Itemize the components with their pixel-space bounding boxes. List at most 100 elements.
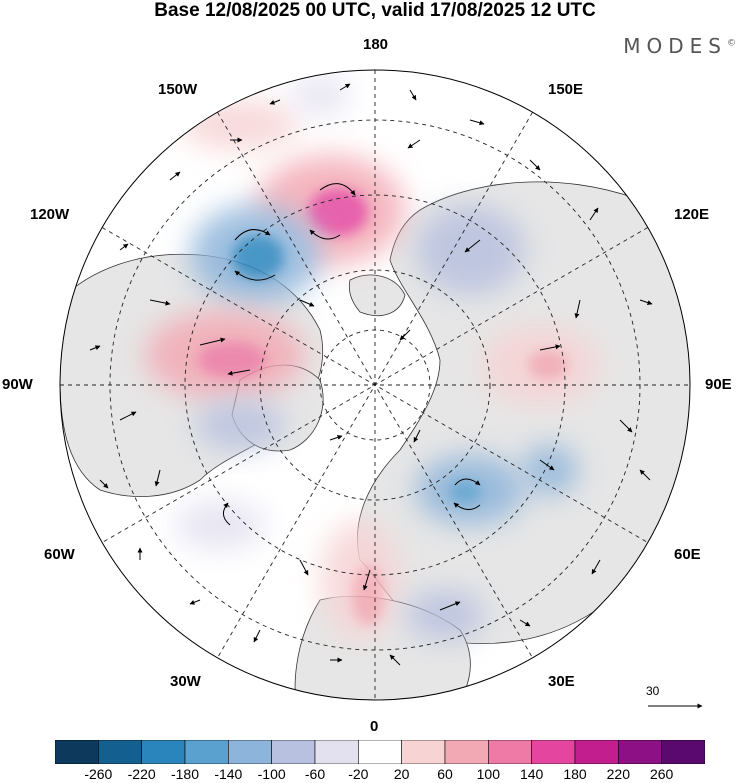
lon-label-150w: 150W: [158, 81, 198, 98]
wind-vector: [389, 654, 401, 666]
wind-vector: [169, 171, 181, 181]
wind-vector: [639, 469, 651, 481]
blob-casia-core: [528, 350, 568, 380]
colorbar-cell: [531, 740, 576, 764]
wind-vector: [399, 329, 411, 341]
wind-vector: [223, 502, 231, 526]
wind-vector: [409, 89, 417, 101]
wind-vector: [149, 299, 171, 306]
blob-atlantic-negative: [175, 500, 265, 550]
lon-label-120e: 120E: [674, 206, 710, 223]
anomaly-shading: [145, 75, 600, 640]
brand-name: MODES: [623, 34, 727, 58]
colorbar-tick-label: 20: [393, 766, 410, 782]
wind-vector: [539, 344, 561, 351]
brand-mark: ©: [727, 38, 736, 49]
wind-vector: [539, 459, 555, 471]
colorbar-cell: [98, 740, 142, 764]
wind-vector: [119, 411, 137, 421]
wind-vector: [439, 601, 461, 611]
reference-vector-label: 30: [646, 684, 660, 698]
wind-vector: [454, 478, 481, 486]
lon-label-30w: 30W: [170, 673, 201, 690]
lon-label-60w: 60W: [44, 546, 75, 563]
lon-label-0: 0: [370, 718, 379, 735]
colorbar-cell: [228, 740, 272, 764]
colorbar-cell: [574, 740, 619, 764]
map-disk: [60, 70, 690, 700]
colorbar-cell: [184, 740, 229, 764]
wind-vector: [234, 229, 271, 241]
map-boundary: [59, 69, 691, 701]
wind-vector: [529, 159, 541, 171]
wind-vector: [619, 419, 633, 433]
wind-vector: [639, 299, 653, 305]
lon-label-180: 180: [363, 36, 389, 53]
wind-vector: [227, 369, 251, 376]
wind-vector: [574, 299, 581, 319]
wind-vector: [199, 337, 226, 346]
wind-vector: [591, 559, 601, 575]
wind-vector: [234, 270, 276, 281]
meridian-120-60: [101, 227, 649, 543]
wind-vector: [119, 243, 129, 251]
colorbar: [55, 740, 705, 764]
wind-vector: [309, 229, 341, 240]
colorbar-cell: [401, 740, 446, 764]
wind-vector: [99, 479, 109, 489]
wind-vector: [519, 619, 531, 627]
wind-vector: [453, 502, 481, 510]
wind-vector: [589, 207, 599, 221]
wind-vector: [154, 469, 161, 487]
wind-vector: [469, 119, 485, 126]
wind-vector: [269, 99, 281, 105]
wind-vector: [339, 83, 351, 91]
blob-alaska-core: [232, 235, 284, 279]
colorbar-cell: [314, 740, 359, 764]
colorbar-tick-label: -140: [214, 766, 243, 782]
lon-label-60e: 60E: [674, 546, 701, 563]
brand-logo: MODES©: [623, 34, 736, 58]
lon-label-150e: 150E: [548, 81, 584, 98]
blob-mediterranean-negative: [405, 590, 485, 640]
colorbar-cell: [618, 740, 662, 764]
colorbar-tick-label: -20: [348, 766, 369, 782]
lon-label-120w: 120W: [30, 206, 70, 223]
graticule: [60, 70, 690, 700]
wind-vector: [464, 239, 481, 253]
wind-vectors: [89, 83, 653, 666]
colorbar-cell: [141, 740, 186, 764]
colorbar-tick-label: 140: [519, 766, 544, 782]
blob-wrussia-core: [449, 480, 481, 504]
colorbar-tick-label: 60: [437, 766, 453, 782]
wind-vector: [319, 183, 356, 196]
wind-vector: [329, 435, 343, 441]
blob-europe-core: [352, 565, 384, 625]
colorbar-tick-label: -180: [170, 766, 200, 782]
wind-vector: [89, 345, 101, 351]
blob-canada-core: [198, 342, 266, 378]
colorbar-tick-label: -60: [304, 766, 326, 782]
blob-kazakh-negative: [522, 445, 578, 495]
colorbar-cell: [661, 740, 705, 764]
wind-vector: [362, 569, 371, 591]
map-title: Base 12/08/2025 00 UTC, valid 17/08/2025…: [154, 0, 596, 21]
colorbar-tick-label: -260: [84, 766, 113, 782]
colorbar-cell: [55, 740, 99, 764]
colorbar-cell: [488, 740, 532, 764]
blob-gulf-alaska-negative: [290, 75, 350, 115]
colorbar-tick-label: 180: [563, 766, 587, 782]
colorbar-cell: [444, 740, 489, 764]
colorbar-tick-label: 260: [649, 766, 674, 782]
colorbar-tick-label: -220: [127, 766, 156, 782]
colorbar-tick-label: 220: [606, 766, 631, 782]
wind-vector: [407, 139, 421, 149]
colorbar-cell: [358, 740, 402, 764]
lon-label-90w: 90W: [2, 376, 33, 393]
chukotka-landmass: [348, 274, 406, 316]
colorbar-tick-label: 100: [476, 766, 501, 782]
wind-vector: [253, 629, 261, 643]
wind-vector: [299, 559, 309, 576]
blob-greenland-negative: [195, 400, 285, 450]
